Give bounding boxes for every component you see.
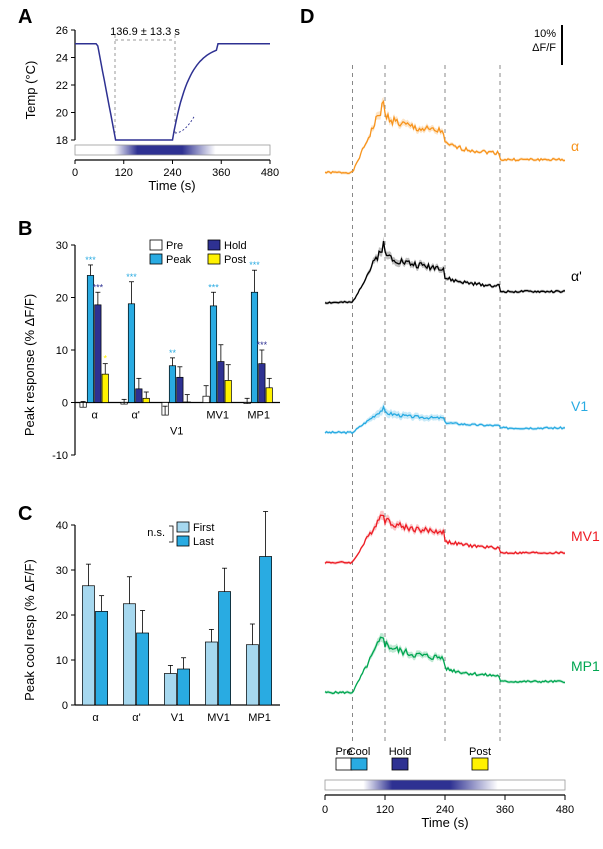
svg-text:360: 360 [212,167,230,179]
svg-text:Last: Last [193,536,214,548]
panel-c: Peak cool resp (% ΔF/F) 0 10 20 30 40 α α' V1 M… [20,500,290,745]
svg-text:***: *** [126,272,137,282]
panel-b-ylabel: Peak response (% ΔF/F) [22,294,37,436]
panel-a-ylabel: Temp (°C) [23,61,38,120]
svg-text:α': α' [131,410,139,422]
panel-b: Peak response (% ΔF/F) -100102030 ******… [20,215,290,485]
svg-text:MP1: MP1 [571,658,600,674]
panel-a-annotation: 136.9 ± 13.3 s [110,26,180,38]
svg-text:α: α [92,410,99,422]
svg-text:V1: V1 [170,426,183,438]
scalebar-label-1: 10% [534,28,556,40]
svg-text:α: α [571,138,579,154]
svg-text:480: 480 [556,804,574,816]
svg-text:20: 20 [56,610,68,622]
svg-text:Hold: Hold [389,746,412,758]
panel-a-xlabel: Time (s) [148,178,195,193]
svg-text:α': α' [571,268,582,284]
svg-text:0: 0 [322,804,328,816]
panel-d-xlabel: Time (s) [421,815,468,830]
svg-text:30: 30 [56,565,68,577]
svg-text:0: 0 [62,700,68,712]
panel-c-svg: Peak cool resp (% ΔF/F) 0 10 20 30 40 α α' V1 M… [20,500,290,745]
svg-text:*: * [103,354,107,364]
svg-text:***: *** [249,260,260,270]
svg-text:MP1: MP1 [248,712,271,724]
svg-text:0: 0 [62,398,68,410]
svg-text:10: 10 [56,345,68,357]
svg-text:Cool: Cool [348,746,371,758]
svg-text:20: 20 [56,108,68,120]
svg-text:***: *** [208,282,219,292]
panel-d-gradient-bar [325,780,565,790]
panel-c-ylabel: Peak cool resp (% ΔF/F) [22,559,37,701]
svg-text:120: 120 [376,804,394,816]
scalebar-label-2: ΔF/F [532,42,556,54]
svg-text:V1: V1 [171,712,184,724]
svg-text:V1: V1 [571,398,588,414]
svg-text:α': α' [132,712,140,724]
svg-text:120: 120 [115,167,133,179]
panel-a: Temp (°C) Time (s) 18 20 22 24 26 0 120 240 360… [20,5,280,205]
svg-text:10: 10 [56,655,68,667]
svg-text:MV1: MV1 [207,712,230,724]
panel-b-svg: Peak response (% ΔF/F) -100102030 ******… [20,215,290,485]
svg-text:α: α [92,712,99,724]
panel-d-svg: 10% ΔF/F αα'V1MV1MP1 PreCoolHoldPost 012… [300,5,600,845]
temp-trace [75,44,270,140]
panel-a-svg: Temp (°C) Time (s) 18 20 22 24 26 0 120 240 360… [20,5,280,205]
svg-text:First: First [193,522,214,534]
svg-text:0: 0 [72,167,78,179]
svg-text:26: 26 [56,25,68,37]
svg-text:Post: Post [224,254,246,266]
svg-text:MV1: MV1 [571,528,600,544]
svg-text:Post: Post [469,746,491,758]
svg-text:24: 24 [56,53,68,65]
svg-text:40: 40 [56,520,68,532]
svg-text:Peak: Peak [166,254,192,266]
svg-text:***: *** [85,255,96,265]
svg-text:30: 30 [56,240,68,252]
svg-text:**: ** [169,348,177,358]
svg-text:240: 240 [163,167,181,179]
svg-text:***: *** [257,340,268,350]
svg-text:360: 360 [496,804,514,816]
svg-text:n.s.: n.s. [147,527,165,539]
svg-text:Hold: Hold [224,240,247,252]
svg-text:18: 18 [56,135,68,147]
svg-text:***: *** [93,282,104,292]
panel-d: 10% ΔF/F αα'V1MV1MP1 PreCoolHoldPost 012… [300,5,600,845]
svg-text:480: 480 [261,167,279,179]
svg-text:20: 20 [56,293,68,305]
svg-text:Pre: Pre [166,240,183,252]
svg-text:MP1: MP1 [247,410,270,422]
svg-text:-10: -10 [52,450,68,462]
svg-text:MV1: MV1 [206,410,229,422]
svg-text:22: 22 [56,80,68,92]
